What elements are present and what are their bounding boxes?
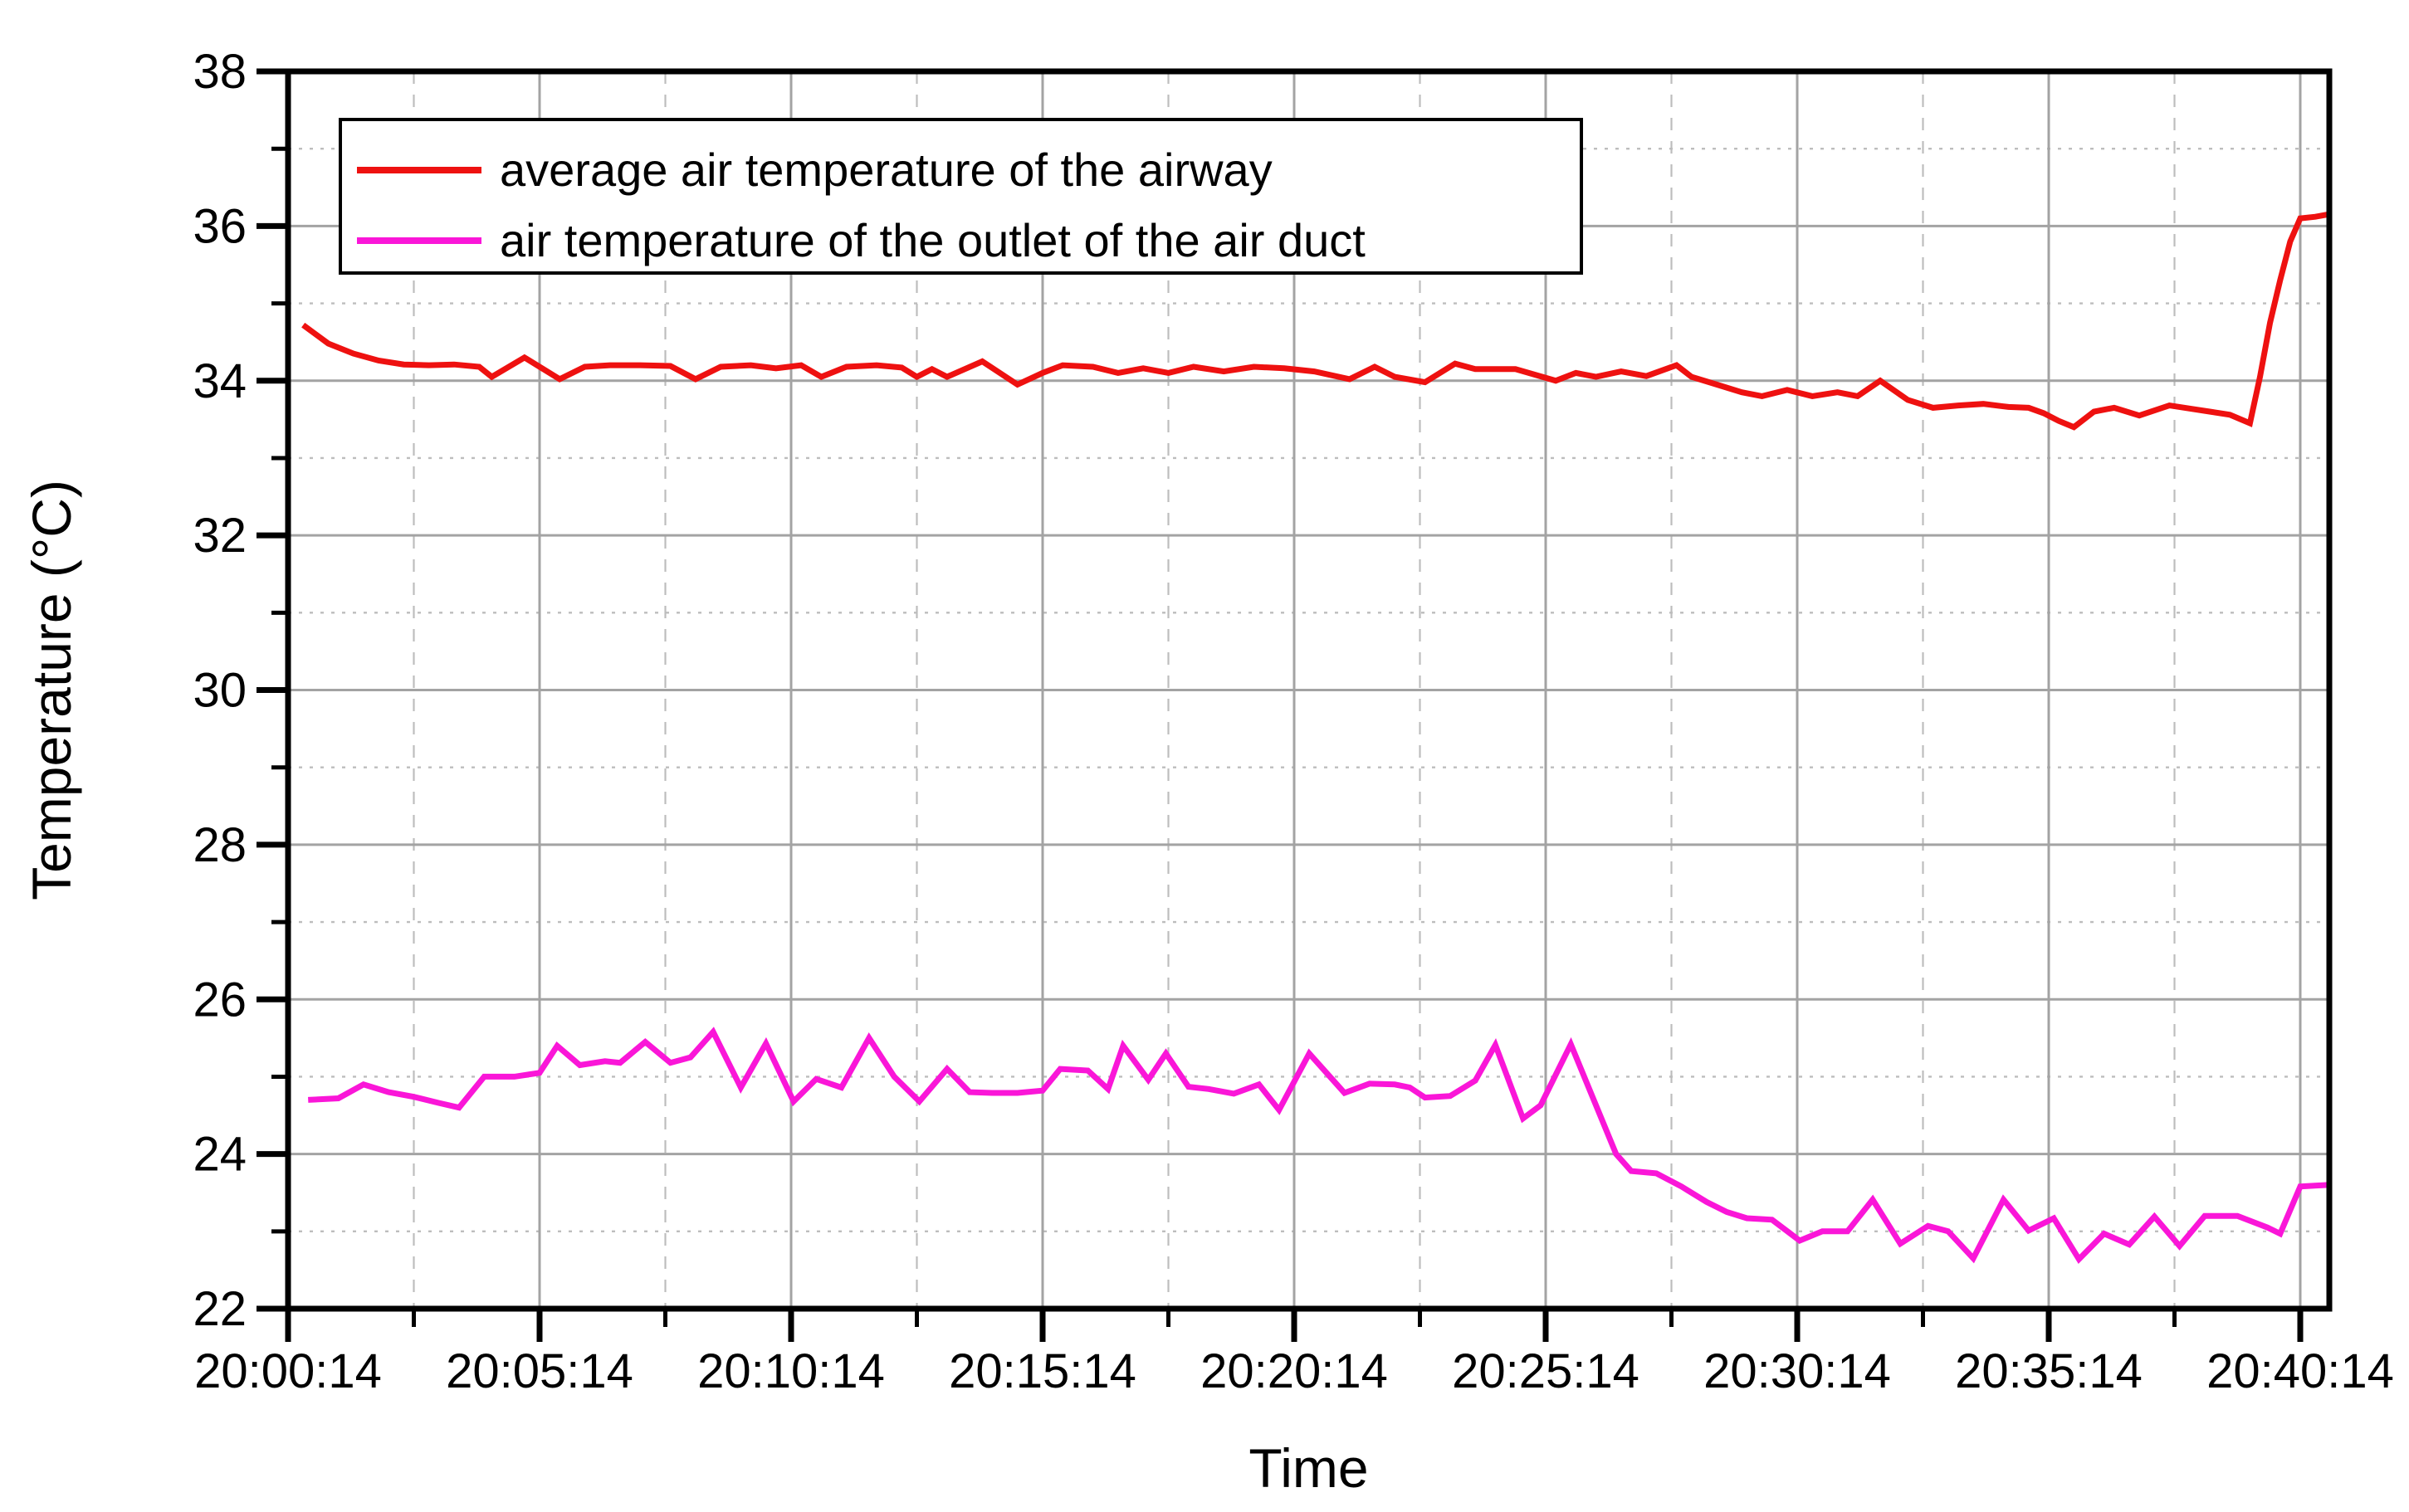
x-tick-label: 20:30:14 xyxy=(1703,1344,1891,1398)
y-tick-label: 28 xyxy=(193,818,247,872)
x-tick-label: 20:35:14 xyxy=(1955,1344,2143,1398)
x-tick-label: 20:10:14 xyxy=(697,1344,885,1398)
y-tick-label: 26 xyxy=(193,973,247,1027)
legend-label: air temperature of the outlet of the air… xyxy=(500,214,1366,266)
legend-label: average air temperature of the airway xyxy=(500,144,1273,196)
x-tick-label: 20:15:14 xyxy=(949,1344,1136,1398)
series-line-airway-average xyxy=(301,211,2328,431)
y-tick-label: 38 xyxy=(193,45,247,99)
y-tick-label: 30 xyxy=(193,664,247,718)
y-tick-label: 32 xyxy=(193,509,247,563)
y-tick-label: 34 xyxy=(193,354,247,408)
y-tick-label: 24 xyxy=(193,1128,247,1182)
x-tick-label: 20:40:14 xyxy=(2206,1344,2394,1398)
y-tick-label: 36 xyxy=(193,199,247,253)
series-line-duct-outlet xyxy=(308,1027,2328,1265)
x-tick-label: 20:00:14 xyxy=(194,1344,382,1398)
y-axis-title: Temperature (°C) xyxy=(21,480,82,900)
y-tick-label: 22 xyxy=(193,1282,247,1336)
x-tick-label: 20:05:14 xyxy=(446,1344,633,1398)
x-tick-label: 20:25:14 xyxy=(1452,1344,1639,1398)
x-tick-label: 20:20:14 xyxy=(1200,1344,1388,1398)
legend-box xyxy=(339,118,1583,275)
x-axis-title: Time xyxy=(1248,1437,1368,1499)
